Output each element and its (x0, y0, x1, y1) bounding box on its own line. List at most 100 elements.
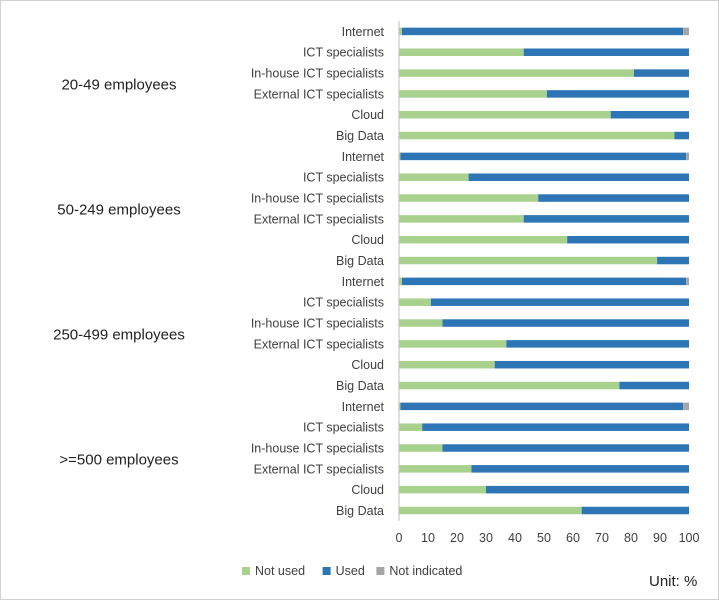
bar-segment-used (430, 298, 689, 306)
bar-segment-used (538, 194, 689, 202)
legend-swatch (376, 567, 385, 575)
x-tick-label: 40 (508, 531, 522, 545)
category-label: Big Data (336, 129, 384, 143)
category-label: In-house ICT specialists (251, 192, 384, 206)
bar-segment-used (468, 173, 689, 181)
category-label: ICT specialists (303, 46, 384, 60)
bar-segment-not-used (399, 319, 443, 327)
category-label: In-house ICT specialists (251, 442, 384, 456)
bar-segment-not-used (399, 152, 401, 161)
bar-segment-used (610, 110, 689, 119)
category-label: External ICT specialists (254, 462, 384, 476)
group-label: 50-249 employees (57, 201, 180, 218)
bar-segment-not-used (399, 110, 611, 119)
bar-segment-not-used (399, 69, 634, 77)
x-tick-label: 80 (624, 531, 638, 545)
legend-swatch (322, 567, 331, 575)
bar-segment-not-used (399, 423, 423, 431)
x-tick-label: 0 (396, 531, 403, 545)
bar-segment-not-used (399, 215, 524, 223)
bar-segment-not-used (399, 381, 620, 390)
category-label: Big Data (336, 379, 384, 393)
bar-segment-used (494, 360, 689, 369)
bar-segment-used (546, 90, 689, 98)
bar-segment-not-used (399, 360, 495, 369)
category-label: External ICT specialists (254, 87, 384, 101)
bar-segment-used (401, 27, 684, 36)
bar-segment-used (523, 48, 689, 56)
bar-segment-not-used (399, 277, 402, 286)
bar-segment-used (401, 277, 687, 286)
bar-segment-not-used (399, 194, 539, 202)
bar-segment-not-indicated (686, 277, 689, 286)
category-label: Cloud (351, 108, 384, 122)
bar-segment-used (486, 485, 689, 494)
x-tick-label: 90 (653, 531, 667, 545)
x-tick-label: 50 (537, 531, 551, 545)
bar-segment-used (619, 381, 689, 390)
category-label: Big Data (336, 504, 384, 518)
legend-label: Used (336, 564, 365, 578)
category-label: External ICT specialists (254, 337, 384, 351)
bar-segment-used (633, 69, 689, 77)
bar-segment-not-used (399, 465, 472, 473)
category-label: In-house ICT specialists (251, 67, 384, 81)
bar-segment-not-used (399, 48, 524, 56)
category-label: Cloud (351, 358, 384, 372)
group-label: >=500 employees (59, 451, 178, 468)
x-tick-label: 10 (421, 531, 435, 545)
bar-segment-not-used (399, 506, 582, 515)
category-label: Internet (342, 275, 385, 289)
category-label: Cloud (351, 483, 384, 497)
category-label: External ICT specialists (254, 212, 384, 226)
x-tick-label: 20 (450, 531, 464, 545)
category-label: Big Data (336, 254, 384, 268)
bar-segment-not-used (399, 256, 658, 265)
bar-segment-used (523, 215, 689, 223)
bar-segment-not-used (399, 298, 431, 306)
bar-segment-used (422, 423, 689, 431)
legend-swatch (242, 567, 250, 575)
bar-segment-not-used (399, 485, 486, 494)
category-label: Internet (342, 400, 385, 414)
bar-segment-not-used (399, 402, 401, 411)
bar-segment-not-used (399, 444, 443, 452)
x-tick-label: 30 (479, 531, 493, 545)
category-label: Cloud (351, 233, 384, 247)
category-label: In-house ICT specialists (251, 317, 384, 331)
category-label: Internet (342, 150, 385, 164)
group-label: 20-49 employees (61, 76, 176, 93)
bar-segment-used (581, 506, 689, 515)
category-label: ICT specialists (303, 296, 384, 310)
bar-segment-not-indicated (683, 402, 689, 411)
category-label: ICT specialists (303, 171, 384, 185)
category-label: ICT specialists (303, 421, 384, 435)
bar-segment-not-used (399, 131, 675, 140)
bar-segment-used (442, 319, 689, 327)
bar-segment-not-indicated (683, 27, 689, 36)
bar-segment-used (506, 340, 689, 348)
group-label: 250-499 employees (53, 326, 185, 343)
bar-segment-not-used (399, 340, 507, 348)
bar-segment-not-used (399, 90, 547, 98)
bar-segment-used (567, 235, 689, 244)
x-tick-label: 100 (679, 531, 700, 545)
unit-label: Unit: % (649, 573, 698, 590)
x-tick-label: 60 (566, 531, 580, 545)
bar-segment-used (657, 256, 689, 265)
bar-segment-not-used (399, 235, 568, 244)
bar-segment-used (400, 402, 684, 411)
bar-segment-not-used (399, 27, 402, 36)
legend-label: Not used (255, 564, 305, 578)
bar-segment-not-used (399, 173, 469, 181)
bar-segment-used (471, 465, 689, 473)
legend-label: Not indicated (389, 564, 462, 578)
bar-segment-used (400, 152, 687, 161)
category-label: Internet (342, 25, 385, 39)
bar-segment-not-indicated (686, 152, 689, 161)
bar-segment-used (674, 131, 689, 140)
x-tick-label: 70 (595, 531, 609, 545)
bar-segment-used (442, 444, 689, 452)
